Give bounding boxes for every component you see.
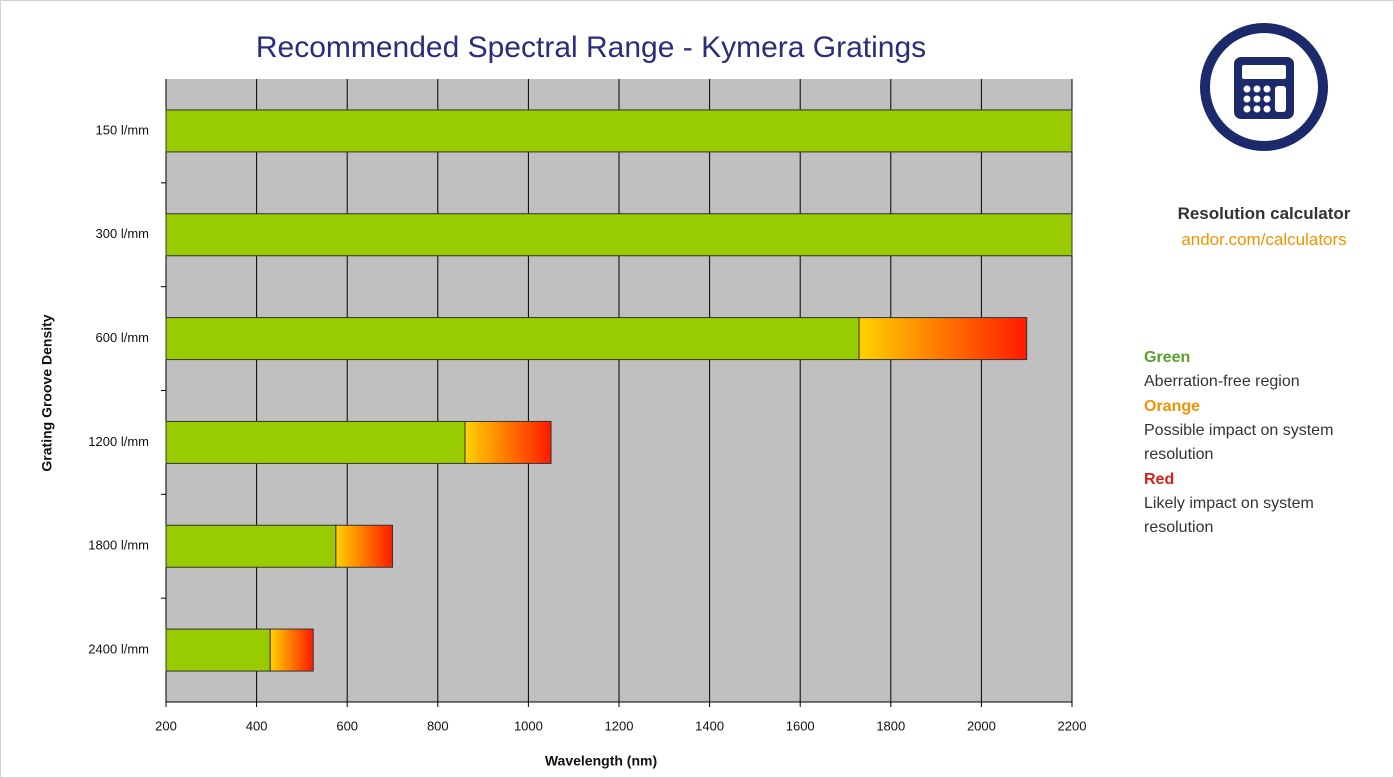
- range-bar: [165, 524, 337, 568]
- legend-label: Green: [1144, 349, 1191, 366]
- range-bar: [165, 213, 1073, 257]
- y-tick-label: 1800 l/mm: [88, 538, 149, 553]
- x-tick-label: 1800: [876, 718, 905, 733]
- y-tick-label: 600 l/mm: [96, 330, 149, 345]
- calculator-title: Resolution calculator: [1177, 204, 1351, 223]
- chart-title: Recommended Spectral Range - Kymera Grat…: [256, 31, 926, 64]
- x-tick-label: 2200: [1058, 718, 1087, 733]
- y-tick-label: 300 l/mm: [96, 226, 149, 241]
- x-axis-title: Wavelength (nm): [545, 753, 657, 769]
- range-bar: [335, 524, 393, 568]
- calculator-link[interactable]: andor.com/calculators: [1181, 230, 1347, 249]
- range-bar: [165, 109, 1073, 153]
- x-tick-label: 200: [155, 718, 177, 733]
- range-bar: [165, 317, 860, 361]
- legend-label: Orange: [1144, 398, 1201, 415]
- y-axis-title: Grating Groove Density: [39, 314, 55, 471]
- legend-description: Possible impact on system resolution: [1144, 422, 1334, 463]
- x-tick-label: 2000: [967, 718, 996, 733]
- legend-description: Aberration-free region: [1144, 373, 1300, 390]
- x-tick-label: 800: [427, 718, 449, 733]
- legend: Green Aberration-free region Orange Possibl…: [1144, 345, 1354, 540]
- y-tick-label: 150 l/mm: [96, 122, 149, 137]
- calculator-icon[interactable]: [1200, 23, 1328, 151]
- x-tick-label: 1000: [514, 718, 543, 733]
- legend-label: Red: [1144, 471, 1175, 488]
- x-tick-label: 1200: [605, 718, 634, 733]
- range-bar: [165, 420, 466, 464]
- icon-keys: [1243, 85, 1286, 113]
- y-tick-label: 2400 l/mm: [88, 642, 149, 657]
- legend-description: Likely impact on system resolution: [1144, 495, 1314, 536]
- x-tick-label: 1600: [786, 718, 815, 733]
- x-tick-label: 600: [336, 718, 358, 733]
- range-bar: [858, 317, 1028, 361]
- x-tick-label: 400: [246, 718, 268, 733]
- range-bar: [269, 628, 314, 672]
- x-tick-label: 1400: [695, 718, 724, 733]
- y-tick-label: 1200 l/mm: [88, 434, 149, 449]
- range-bar: [165, 628, 271, 672]
- icon-screen: [1242, 65, 1286, 79]
- range-bar: [464, 420, 552, 464]
